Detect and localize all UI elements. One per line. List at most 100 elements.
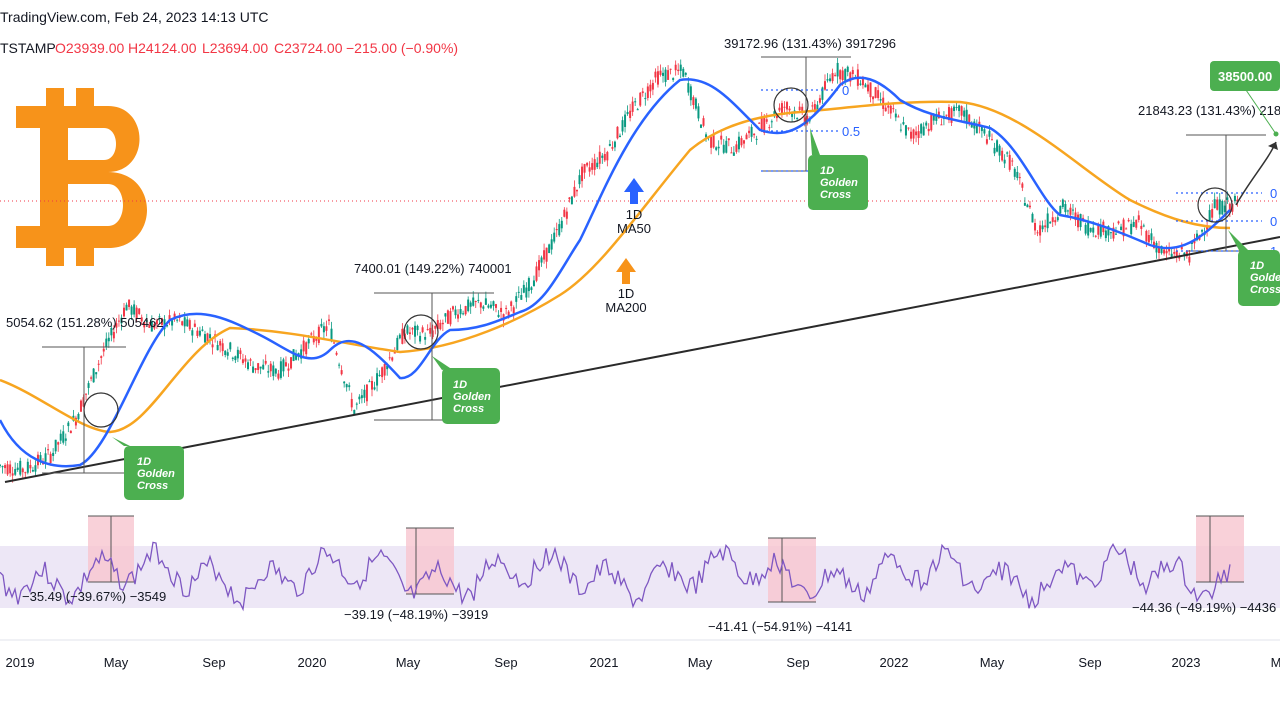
price-candle xyxy=(100,356,103,358)
price-candle xyxy=(631,101,634,112)
price-candle xyxy=(1041,225,1044,230)
price-candle xyxy=(1028,205,1031,208)
price-candle xyxy=(1071,209,1074,211)
price-candle xyxy=(42,463,45,465)
x-tick-label: May xyxy=(104,655,129,670)
price-candle xyxy=(34,465,37,472)
price-candle xyxy=(889,105,892,114)
cross-circle-2021 xyxy=(773,87,809,123)
price-candle xyxy=(1044,225,1047,228)
price-candle xyxy=(95,372,98,375)
target-label: 38500.00 xyxy=(1218,69,1272,84)
price-candle xyxy=(322,326,325,333)
price-candle xyxy=(1054,220,1057,223)
price-candle xyxy=(601,155,604,158)
price-candle xyxy=(884,107,887,112)
price-candle xyxy=(639,92,642,106)
price-candle xyxy=(517,291,520,293)
price-candle xyxy=(219,341,222,346)
price-candle xyxy=(398,334,401,339)
price-candle xyxy=(869,82,872,98)
fib-level-0-b: 0 xyxy=(1270,186,1277,201)
x-tick-label: 2023 xyxy=(1172,655,1201,670)
price-candle xyxy=(619,135,621,137)
price-candle xyxy=(492,301,495,307)
target-badge xyxy=(1210,61,1280,91)
price-candle xyxy=(1109,232,1112,234)
support-trendline xyxy=(4,236,1280,483)
price-candle xyxy=(996,140,999,152)
fib-level-0: 0 xyxy=(842,83,849,98)
price-candle xyxy=(687,83,690,93)
price-candle xyxy=(358,396,361,400)
price-candle xyxy=(120,317,123,324)
price-candle xyxy=(444,313,447,317)
price-candle xyxy=(368,381,371,383)
price-candle xyxy=(14,469,17,475)
price-candle xyxy=(646,86,649,98)
price-candle xyxy=(922,126,925,136)
price-candle xyxy=(758,122,761,124)
price-candle xyxy=(312,335,315,343)
cross-circle-2023 xyxy=(1197,187,1233,223)
price-candle xyxy=(1206,227,1209,230)
price-candle xyxy=(763,116,766,133)
callout-gc-2023: 1D Golden Cross xyxy=(1228,230,1280,306)
price-candle xyxy=(543,250,546,260)
price-candle xyxy=(765,119,768,122)
price-candle xyxy=(575,189,578,192)
price-candle xyxy=(378,374,381,377)
target-leader-line xyxy=(1245,89,1277,135)
price-candle xyxy=(1168,247,1171,252)
price-candle xyxy=(768,127,771,129)
price-candle xyxy=(879,99,882,101)
price-candle xyxy=(530,287,533,291)
price-candle xyxy=(1059,205,1062,214)
price-candle xyxy=(330,328,333,342)
rsi-highlight-2023 xyxy=(1196,516,1244,582)
price-candle xyxy=(808,120,811,122)
price-candle xyxy=(59,433,62,441)
price-candle xyxy=(257,363,260,371)
price-candle xyxy=(1051,217,1054,222)
price-candle xyxy=(1031,213,1034,223)
price-candle xyxy=(654,71,657,78)
price-candle xyxy=(1039,225,1042,236)
price-candle xyxy=(593,159,596,170)
price-candle xyxy=(355,403,358,405)
price-candle xyxy=(1117,221,1120,224)
price-candle xyxy=(867,84,869,92)
price-candle xyxy=(910,131,913,139)
price-candle xyxy=(105,338,108,348)
price-candle xyxy=(49,453,52,464)
price-candle xyxy=(47,449,50,451)
svg-text:1D: 1D xyxy=(820,165,834,177)
price-candle xyxy=(568,197,571,200)
price-candle xyxy=(365,384,368,402)
price-candle xyxy=(236,349,239,359)
price-candle xyxy=(224,350,227,355)
price-candle xyxy=(388,357,391,359)
price-candle xyxy=(894,113,897,118)
price-candle xyxy=(446,310,449,324)
price-candle xyxy=(1173,252,1176,254)
price-candle xyxy=(788,108,791,111)
price-candle xyxy=(244,358,247,362)
price-candle xyxy=(1213,199,1216,209)
price-candle xyxy=(153,323,156,329)
rsi-label-2023: −44.36 (−49.19%) −4436 xyxy=(1132,600,1276,615)
price-candle xyxy=(424,336,427,340)
price-candle xyxy=(960,106,963,116)
svg-text:Cross: Cross xyxy=(137,480,168,492)
price-candle xyxy=(426,329,429,331)
price-candle xyxy=(783,106,786,108)
price-candle xyxy=(282,359,285,372)
price-candle xyxy=(834,74,837,76)
price-candle xyxy=(965,109,968,123)
price-candle xyxy=(77,413,80,420)
price-candle xyxy=(350,398,353,408)
price-candle xyxy=(262,364,265,370)
svg-text:Cross: Cross xyxy=(453,403,484,415)
svg-text:Golden: Golden xyxy=(1250,272,1280,284)
price-candle xyxy=(669,68,672,70)
